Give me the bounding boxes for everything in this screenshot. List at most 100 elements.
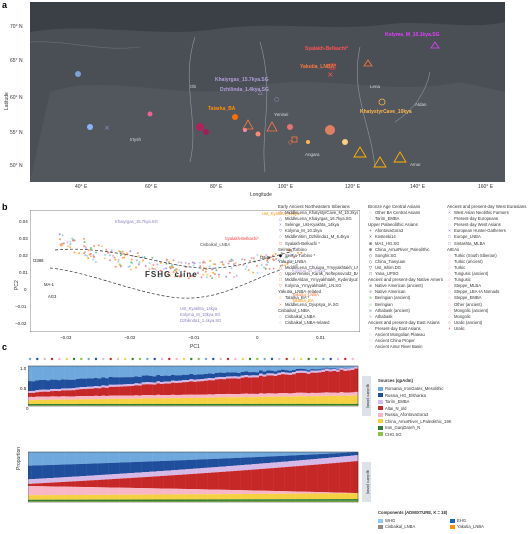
qpadm-bar-segment [160, 452, 164, 461]
qpadm-bar-segment [347, 493, 351, 499]
qpadm-bar-segment [160, 376, 164, 382]
population-marker [249, 358, 251, 360]
qpadm-bar-segment [35, 366, 39, 380]
bars-svg [28, 354, 360, 529]
qpadm-bar-segment [83, 399, 87, 404]
population-marker [308, 358, 310, 360]
qpadm-bar-segment [72, 400, 76, 404]
qpadm-bar-segment [270, 452, 274, 456]
qpadm-bar-segment [35, 452, 39, 465]
qpadm-bar-segment [233, 372, 237, 376]
qpadm-bar-segment [87, 487, 91, 495]
qpadm-bar-segment [226, 458, 230, 466]
qpadm-bar-segment [178, 489, 182, 495]
qpadm-bar-segment [46, 500, 50, 501]
qpadm-bar-segment [263, 457, 267, 464]
legend-marker-icon: ⊗ [368, 241, 373, 246]
legend-item: ○Ancient Amur River Basin [368, 344, 443, 350]
qpadm-bar-segment [186, 460, 190, 469]
qpadm-bar-segment [90, 404, 94, 405]
population-marker [220, 358, 222, 360]
legend-marker-icon: ■ [368, 289, 373, 294]
qpadm-bar-segment [233, 499, 237, 501]
component-label: Yakutia_LNBA [457, 524, 484, 529]
qpadm-bar-segment [134, 488, 138, 495]
legend-label: Yakutia_LNBA [278, 259, 306, 264]
qpadm-bar-segment [263, 397, 267, 404]
qpadm-bar-segment [178, 375, 182, 380]
pca-point [63, 243, 65, 245]
qpadm-bar-segment [270, 397, 274, 404]
qpadm-bar-segment [149, 477, 153, 489]
qpadm-bar-segment [237, 373, 241, 377]
qpadm-bar-segment [285, 491, 289, 493]
qpadm-bar-segment [299, 455, 303, 460]
qpadm-bar-segment [142, 488, 146, 494]
qpadm-bar-segment [285, 393, 289, 396]
pca-point [87, 257, 89, 259]
qpadm-bar-segment [208, 468, 212, 473]
qpadm-bar-segment [248, 452, 252, 457]
qpadm-bar-segment [87, 404, 91, 405]
qpadm-bar-segment [288, 452, 292, 456]
qpadm-bar-segment [142, 495, 146, 500]
qpadm-bar-segment [72, 452, 76, 464]
qpadm-bar-segment [120, 463, 124, 474]
component-legend-item: Yakutia_LNBA [450, 524, 484, 529]
qpadm-bar-segment [109, 385, 113, 387]
legend-label: Cisbaikal_LNBA-related [285, 320, 329, 325]
qpadm-bar-segment [230, 366, 234, 372]
map-label-khatystyr: KhatystyrCave_10kya [360, 109, 412, 115]
legend-label: West Asian Neolithic Farmers [454, 210, 509, 215]
qpadm-bar-segment [79, 476, 83, 481]
qpadm-bar-segment [329, 404, 333, 405]
qpadm-bar-segment [171, 366, 175, 375]
population-marker [322, 358, 324, 360]
qpadm-bar-segment [274, 462, 278, 467]
qpadm-bar-segment [116, 474, 120, 479]
pca-point [152, 264, 154, 266]
qpadm-bar-segment [68, 366, 72, 380]
qpadm-bar-segment [259, 494, 263, 499]
qpadm-bar-segment [131, 386, 135, 396]
pca-point [235, 262, 237, 264]
qpadm-bar-segment [252, 452, 256, 457]
qpadm-bar-segment [127, 404, 131, 405]
population-marker [337, 358, 339, 360]
qpadm-bar-segment [120, 500, 124, 501]
legend-marker-icon: ○ [278, 314, 283, 319]
components-legend-title: Components (ADMIXTURE, K = 18) [378, 510, 447, 515]
qpadm-bar-segment [145, 404, 149, 405]
qpadm-bar-segment [68, 487, 72, 495]
legend-marker-icon: □ [278, 241, 283, 246]
pca-point [232, 260, 234, 262]
qpadm-bar-segment [241, 499, 245, 501]
qpadm-bar-segment [336, 499, 340, 501]
qpadm-bar-segment [277, 370, 281, 373]
qpadm-bar-segment [98, 379, 102, 387]
qpadm-bar-segment [244, 452, 248, 458]
qpadm-bar-segment [296, 461, 300, 467]
qpadm-bar-segment [310, 373, 314, 393]
qpadm-bar-segment [351, 452, 355, 455]
qpadm-bar-segment [208, 489, 212, 494]
qpadm-bar-segment [131, 377, 135, 384]
qpadm-bar-segment [138, 396, 142, 399]
qpadm-bar-segment [79, 389, 83, 396]
qpadm-bar-segment [219, 379, 223, 394]
qpadm-bar-segment [153, 488, 157, 494]
qpadm-bar-segment [233, 404, 237, 405]
qpadm-bar-segment [222, 377, 226, 379]
qpadm-bar-segment [101, 463, 105, 475]
legend-marker-icon: □ [447, 234, 452, 239]
legend-label: Tungusic [454, 277, 471, 282]
qpadm-bar-segment [189, 366, 193, 374]
qpadm-bar-segment [50, 483, 54, 487]
pca-point [109, 259, 111, 261]
qpadm-bar-segment [263, 404, 267, 405]
pca-point [138, 261, 140, 263]
qpadm-bar-segment [215, 379, 219, 394]
qpadm-bar-segment [255, 397, 259, 404]
qpadm-bar-segment [248, 366, 252, 372]
qpadm-bar-segment [336, 404, 340, 405]
